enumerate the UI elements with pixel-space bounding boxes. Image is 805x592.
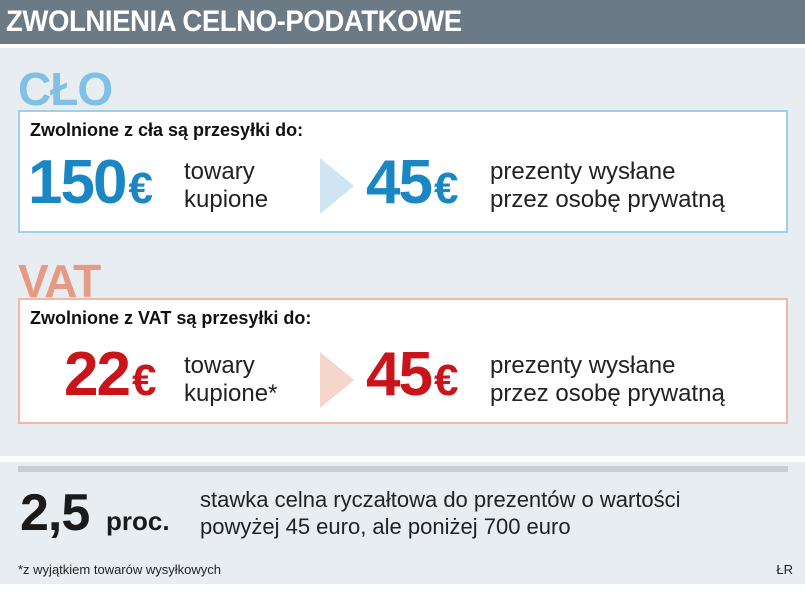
clo-left-desc-line1: towary <box>184 158 255 185</box>
header-bar: ZWOLNIENIA CELNO-PODATKOWE <box>0 0 805 44</box>
divider <box>18 466 788 472</box>
rate-value: 2,5 <box>20 484 90 542</box>
vat-right-desc-line1: prezenty wysłane <box>490 352 676 379</box>
clo-right-currency: € <box>433 164 459 213</box>
author-credit: ŁR <box>776 562 793 577</box>
vat-right-amount: 45€ <box>366 344 459 412</box>
rate-panel <box>0 462 805 584</box>
clo-left-desc-line2: kupione <box>184 186 269 213</box>
clo-right-number: 45 <box>366 148 433 217</box>
clo-label: Zwolnione z cła są przesyłki do: <box>30 120 304 140</box>
vat-box: Zwolnione z VAT są przesyłki do: 22€ tow… <box>18 298 788 424</box>
vat-right-desc: prezenty wysłane przez osobę prywatną <box>490 352 725 408</box>
rate-unit: proc. <box>106 506 170 536</box>
header-title: ZWOLNIENIA CELNO-PODATKOWE <box>6 5 462 38</box>
vat-heading: VAT <box>18 255 101 307</box>
vat-left-desc-line2: kupione* <box>184 380 278 407</box>
clo-right-desc: prezenty wysłane przez osobę prywatną <box>490 158 725 214</box>
vat-label: Zwolnione z VAT są przesyłki do: <box>30 308 312 328</box>
vat-left-number: 22 <box>64 340 131 409</box>
clo-right-desc-line1: prezenty wysłane <box>490 158 676 185</box>
clo-heading: CŁO <box>18 63 113 115</box>
vat-left-desc-line1: towary <box>184 352 255 379</box>
clo-left-amount: 150€ <box>28 152 153 220</box>
clo-left-desc: towary kupione <box>184 158 268 214</box>
rate-desc-line2: powyżej 45 euro, ale poniżej 700 euro <box>200 514 571 539</box>
clo-right-amount: 45€ <box>366 152 459 220</box>
clo-arrow-icon <box>320 158 354 214</box>
vat-left-desc: towary kupione* <box>184 352 277 408</box>
vat-right-number: 45 <box>366 340 433 409</box>
vat-right-currency: € <box>433 356 459 405</box>
vat-right-desc-line2: przez osobę prywatną <box>490 380 725 407</box>
rate-desc-line1: stawka celna ryczałtowa do prezentów o w… <box>200 487 681 512</box>
clo-left-number: 150 <box>28 148 127 217</box>
clo-box: Zwolnione z cła są przesyłki do: 150€ to… <box>18 110 788 233</box>
clo-right-desc-line2: przez osobę prywatną <box>490 186 725 213</box>
clo-left-currency: € <box>128 164 153 213</box>
rate-description: stawka celna ryczałtowa do prezentów o w… <box>200 486 681 540</box>
vat-left-amount: 22€ <box>64 344 157 412</box>
vat-left-currency: € <box>131 356 157 405</box>
footnote: *z wyjątkiem towarów wysyłkowych <box>18 562 221 577</box>
vat-arrow-icon <box>320 352 354 408</box>
